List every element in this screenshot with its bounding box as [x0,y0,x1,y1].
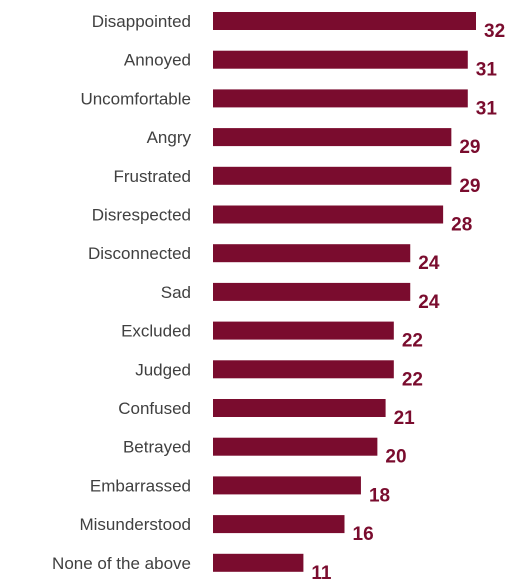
category-label: Disappointed [92,12,191,31]
bar [213,128,452,147]
category-label: Disconnected [88,244,191,263]
category-label: Angry [147,128,192,147]
category-label: Judged [135,360,191,379]
value-label: 11 [311,563,332,584]
category-label: Betrayed [123,438,191,457]
category-label: Uncomfortable [80,89,191,108]
value-label: 24 [418,253,440,274]
value-label: 31 [476,98,498,119]
value-label: 21 [394,408,416,429]
value-label: 24 [418,292,440,313]
category-label: Excluded [121,322,191,341]
category-label: Sad [161,283,191,302]
bar [213,553,304,572]
bar [213,437,378,456]
value-label: 22 [402,331,423,352]
value-label: 29 [459,176,480,197]
value-labels: 32 31 31 29 29 28 24 24 22 22 21 20 18 16 11 [311,21,505,584]
category-labels: Disappointed Annoyed Uncomfortable Angry Fru… [52,12,191,573]
bar [213,12,476,30]
bar [213,476,361,495]
value-label: 20 [385,447,406,468]
bar [213,50,468,69]
bar [213,244,411,263]
value-label: 31 [476,60,498,81]
bar [213,205,444,224]
value-label: 22 [402,369,423,390]
category-label: Disrespected [92,206,191,225]
bar [213,166,452,185]
bar [213,399,386,417]
category-label: Annoyed [124,51,191,70]
category-label: Embarrassed [90,476,191,495]
bar [213,360,394,379]
bar [213,321,394,340]
bar [213,515,345,534]
bars [213,12,476,572]
value-label: 29 [459,137,480,158]
value-label: 32 [484,21,505,42]
value-label: 28 [451,215,472,236]
category-label: Misunderstood [79,515,191,534]
category-label: None of the above [52,554,191,573]
value-label: 16 [353,524,374,545]
category-label: Confused [118,399,191,418]
bar [213,89,468,108]
category-label: Frustrated [114,167,191,186]
value-label: 18 [369,485,390,506]
bar [213,282,411,301]
